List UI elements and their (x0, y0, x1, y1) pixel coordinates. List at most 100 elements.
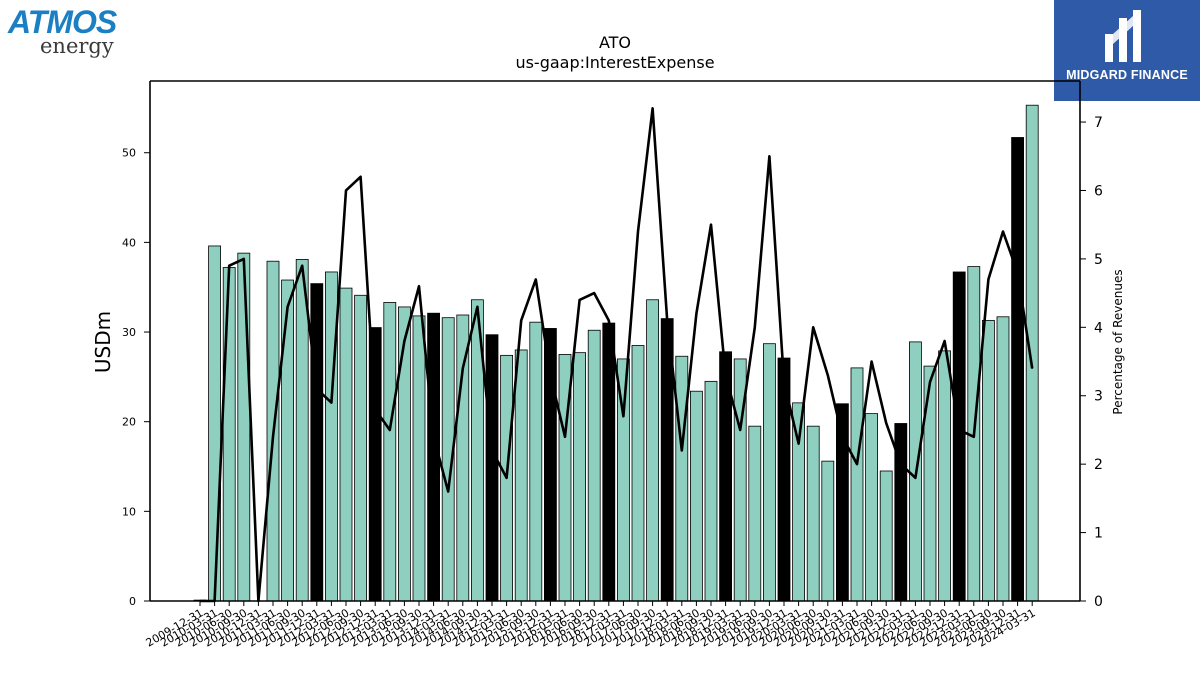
line-point-2017-06-30 (637, 230, 639, 233)
bar-2016-12-31 (602, 322, 616, 602)
y2-tick-label: 5 (1094, 252, 1103, 268)
line-point-2016-03-31 (564, 436, 566, 438)
line-point-2017-12-31 (666, 319, 668, 322)
logo-midgard-text: MIDGARD FINANCE (1066, 68, 1188, 82)
bar-2012-03-31 (324, 271, 338, 602)
midgard-finance-logo: MIDGARD FINANCE (1054, 0, 1200, 101)
bars-layer (193, 104, 1039, 602)
bar-2013-06-30 (397, 306, 411, 602)
bar-2011-12-31 (310, 283, 324, 602)
line-point-2015-06-30 (520, 319, 522, 322)
line-point-2013-03-31 (389, 429, 391, 431)
line-point-2020-06-30 (812, 326, 814, 328)
line-point-2014-06-30 (462, 367, 464, 369)
y2-tick-label: 6 (1094, 183, 1103, 199)
bar-2023-09-30 (996, 316, 1010, 602)
line-point-2021-12-31 (900, 463, 902, 465)
bar-2012-09-30 (354, 294, 368, 602)
line-point-2021-09-30 (885, 422, 887, 424)
atmos-energy-logo: ATMOS energy (4, 4, 134, 60)
bar-2015-06-30 (514, 349, 528, 602)
line-point-2016-12-31 (608, 319, 610, 322)
line-point-2021-06-30 (871, 360, 873, 363)
bar-2019-06-30 (748, 425, 762, 602)
line-point-2019-06-30 (754, 326, 756, 328)
bar-2023-12-31 (1011, 137, 1024, 602)
bar-2012-12-31 (368, 327, 382, 602)
bar-2016-06-30 (573, 352, 586, 602)
line-point-2018-12-31 (725, 374, 727, 376)
y2-axis-label: Percentage of Revenues (1111, 269, 1125, 414)
bar-2022-12-31 (952, 271, 966, 602)
bar-2018-06-30 (690, 390, 703, 602)
bar-2015-09-30 (529, 321, 543, 602)
y-tick-label: 10 (122, 505, 136, 518)
line-point-2011-06-30 (287, 306, 289, 308)
line-point-2013-09-30 (418, 285, 420, 287)
bar-2022-09-30 (938, 350, 951, 602)
bar-2020-09-30 (821, 460, 835, 602)
bar-2018-09-30 (704, 380, 718, 602)
line-point-2017-09-30 (652, 107, 654, 109)
bar-2013-03-31 (383, 302, 397, 602)
line-point-2018-09-30 (710, 224, 712, 226)
bar-2024-03-31 (1025, 104, 1039, 602)
bar-2019-09-30 (763, 343, 776, 602)
line-point-2011-09-30 (301, 265, 303, 267)
line-point-2019-03-31 (739, 429, 741, 431)
line-point-2023-12-31 (1017, 271, 1019, 274)
line-point-2018-03-31 (681, 449, 683, 452)
line-point-2012-09-30 (360, 176, 362, 178)
line-point-2023-06-30 (987, 278, 990, 281)
line-point-2011-03-31 (272, 436, 274, 438)
line-point-2023-09-30 (1002, 230, 1004, 233)
line-point-2022-03-31 (914, 477, 917, 479)
bar-2017-06-30 (631, 345, 645, 602)
y2-tick-label: 3 (1094, 389, 1103, 405)
line-point-2010-09-30 (243, 258, 245, 260)
bar-2021-06-30 (865, 413, 878, 602)
line-point-2021-03-31 (856, 463, 858, 465)
bar-2010-03-31 (208, 245, 222, 602)
line-point-2010-06-30 (228, 265, 230, 267)
line-point-2024-03-31 (1031, 367, 1033, 369)
bar-2020-03-31 (792, 402, 805, 602)
line-point-2014-09-30 (476, 306, 478, 308)
line-point-2020-03-31 (798, 443, 800, 445)
line-point-2012-06-30 (345, 189, 347, 192)
midgard-finance-logo-icon (1105, 10, 1141, 62)
line-point-2013-06-30 (403, 340, 405, 342)
y2-tick-label: 7 (1094, 115, 1103, 131)
line-point-2023-03-31 (973, 436, 975, 438)
y2-tick-label: 0 (1094, 594, 1103, 610)
y2-tick-label: 1 (1094, 526, 1103, 542)
line-point-2015-03-31 (506, 477, 508, 479)
y-tick-label: 20 (122, 416, 136, 429)
line-point-2019-12-31 (783, 381, 785, 383)
line-point-2020-09-30 (827, 374, 829, 376)
axes-layer: 01020304050012345672009-12-312010-03-312… (122, 80, 1103, 650)
percentage-line (200, 107, 1034, 603)
y-tick-label: 40 (122, 236, 136, 249)
line-point-2015-12-31 (549, 374, 552, 376)
line-point-2014-12-31 (491, 449, 493, 452)
bar-2010-09-30 (237, 252, 251, 602)
chart-title: ATO (599, 33, 631, 52)
line-point-2016-09-30 (593, 292, 595, 294)
line-point-2012-03-31 (330, 401, 332, 404)
line-point-2022-06-30 (929, 381, 931, 383)
line-point-2019-09-30 (768, 155, 771, 157)
y-axis-label: USDm (91, 311, 115, 373)
bar-2017-09-30 (646, 299, 659, 602)
chart-subtitle: us-gaap:InterestExpense (515, 53, 714, 72)
bar-2018-03-31 (675, 355, 689, 602)
line-point-2015-09-30 (535, 278, 537, 281)
y-tick-label: 30 (122, 326, 136, 339)
bar-2020-06-30 (806, 425, 820, 602)
bar-2011-06-30 (281, 279, 295, 602)
bar-2013-09-30 (412, 315, 426, 602)
logo-atmos-text: ATMOS (8, 4, 117, 40)
bar-2016-09-30 (587, 329, 601, 602)
bar-2021-03-31 (850, 367, 864, 602)
